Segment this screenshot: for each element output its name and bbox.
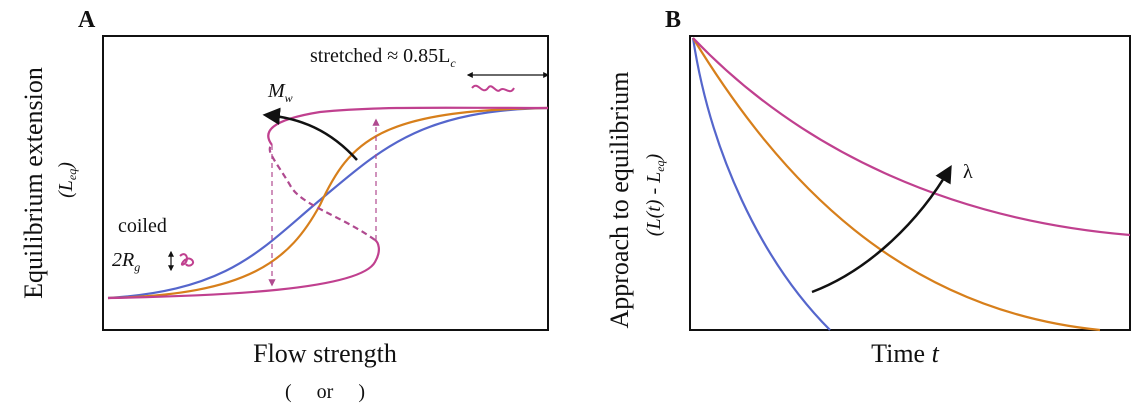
curve-magenta-unstable [268, 144, 376, 241]
curve-orange [107, 106, 549, 300]
curve-blue [691, 37, 831, 331]
panel-label: A [78, 7, 96, 33]
mw-label: Mw [267, 80, 293, 105]
curve-orange [692, 37, 1101, 332]
rg-label: 2Rg [112, 249, 140, 274]
mw-arrow [262, 107, 358, 161]
plot-frame [689, 35, 1131, 331]
stretched-chain [471, 84, 515, 93]
curve-blue [107, 106, 549, 300]
curve-magenta-high [267, 106, 549, 146]
lambda-label: λ [963, 161, 973, 183]
y-unit: (Leq) [55, 162, 79, 198]
y-label: Equilibrium extension [19, 67, 48, 299]
panel-a: A Equilibrium extension (Leq) Flow stren… [19, 7, 550, 403]
panel-b: B Approach to equilibrium (L(t) - Leq) T… [605, 7, 1131, 368]
plot-frame [102, 35, 549, 331]
stretched-label: stretched ≈ 0.85Lc [310, 45, 456, 70]
curve-magenta-low [107, 239, 380, 300]
x-label: Time t [871, 339, 939, 368]
curve-magenta [692, 37, 1131, 237]
panel-label: B [665, 7, 681, 33]
x-note: ( or ) [285, 381, 365, 403]
y-unit: (L(t) - Leq) [643, 153, 667, 236]
coil-chain [179, 253, 195, 267]
lambda-arrow [811, 164, 952, 294]
coiled-label: coiled [118, 215, 167, 237]
y-label: Approach to equilibrium [605, 71, 634, 328]
x-label: Flow strength [253, 339, 397, 368]
